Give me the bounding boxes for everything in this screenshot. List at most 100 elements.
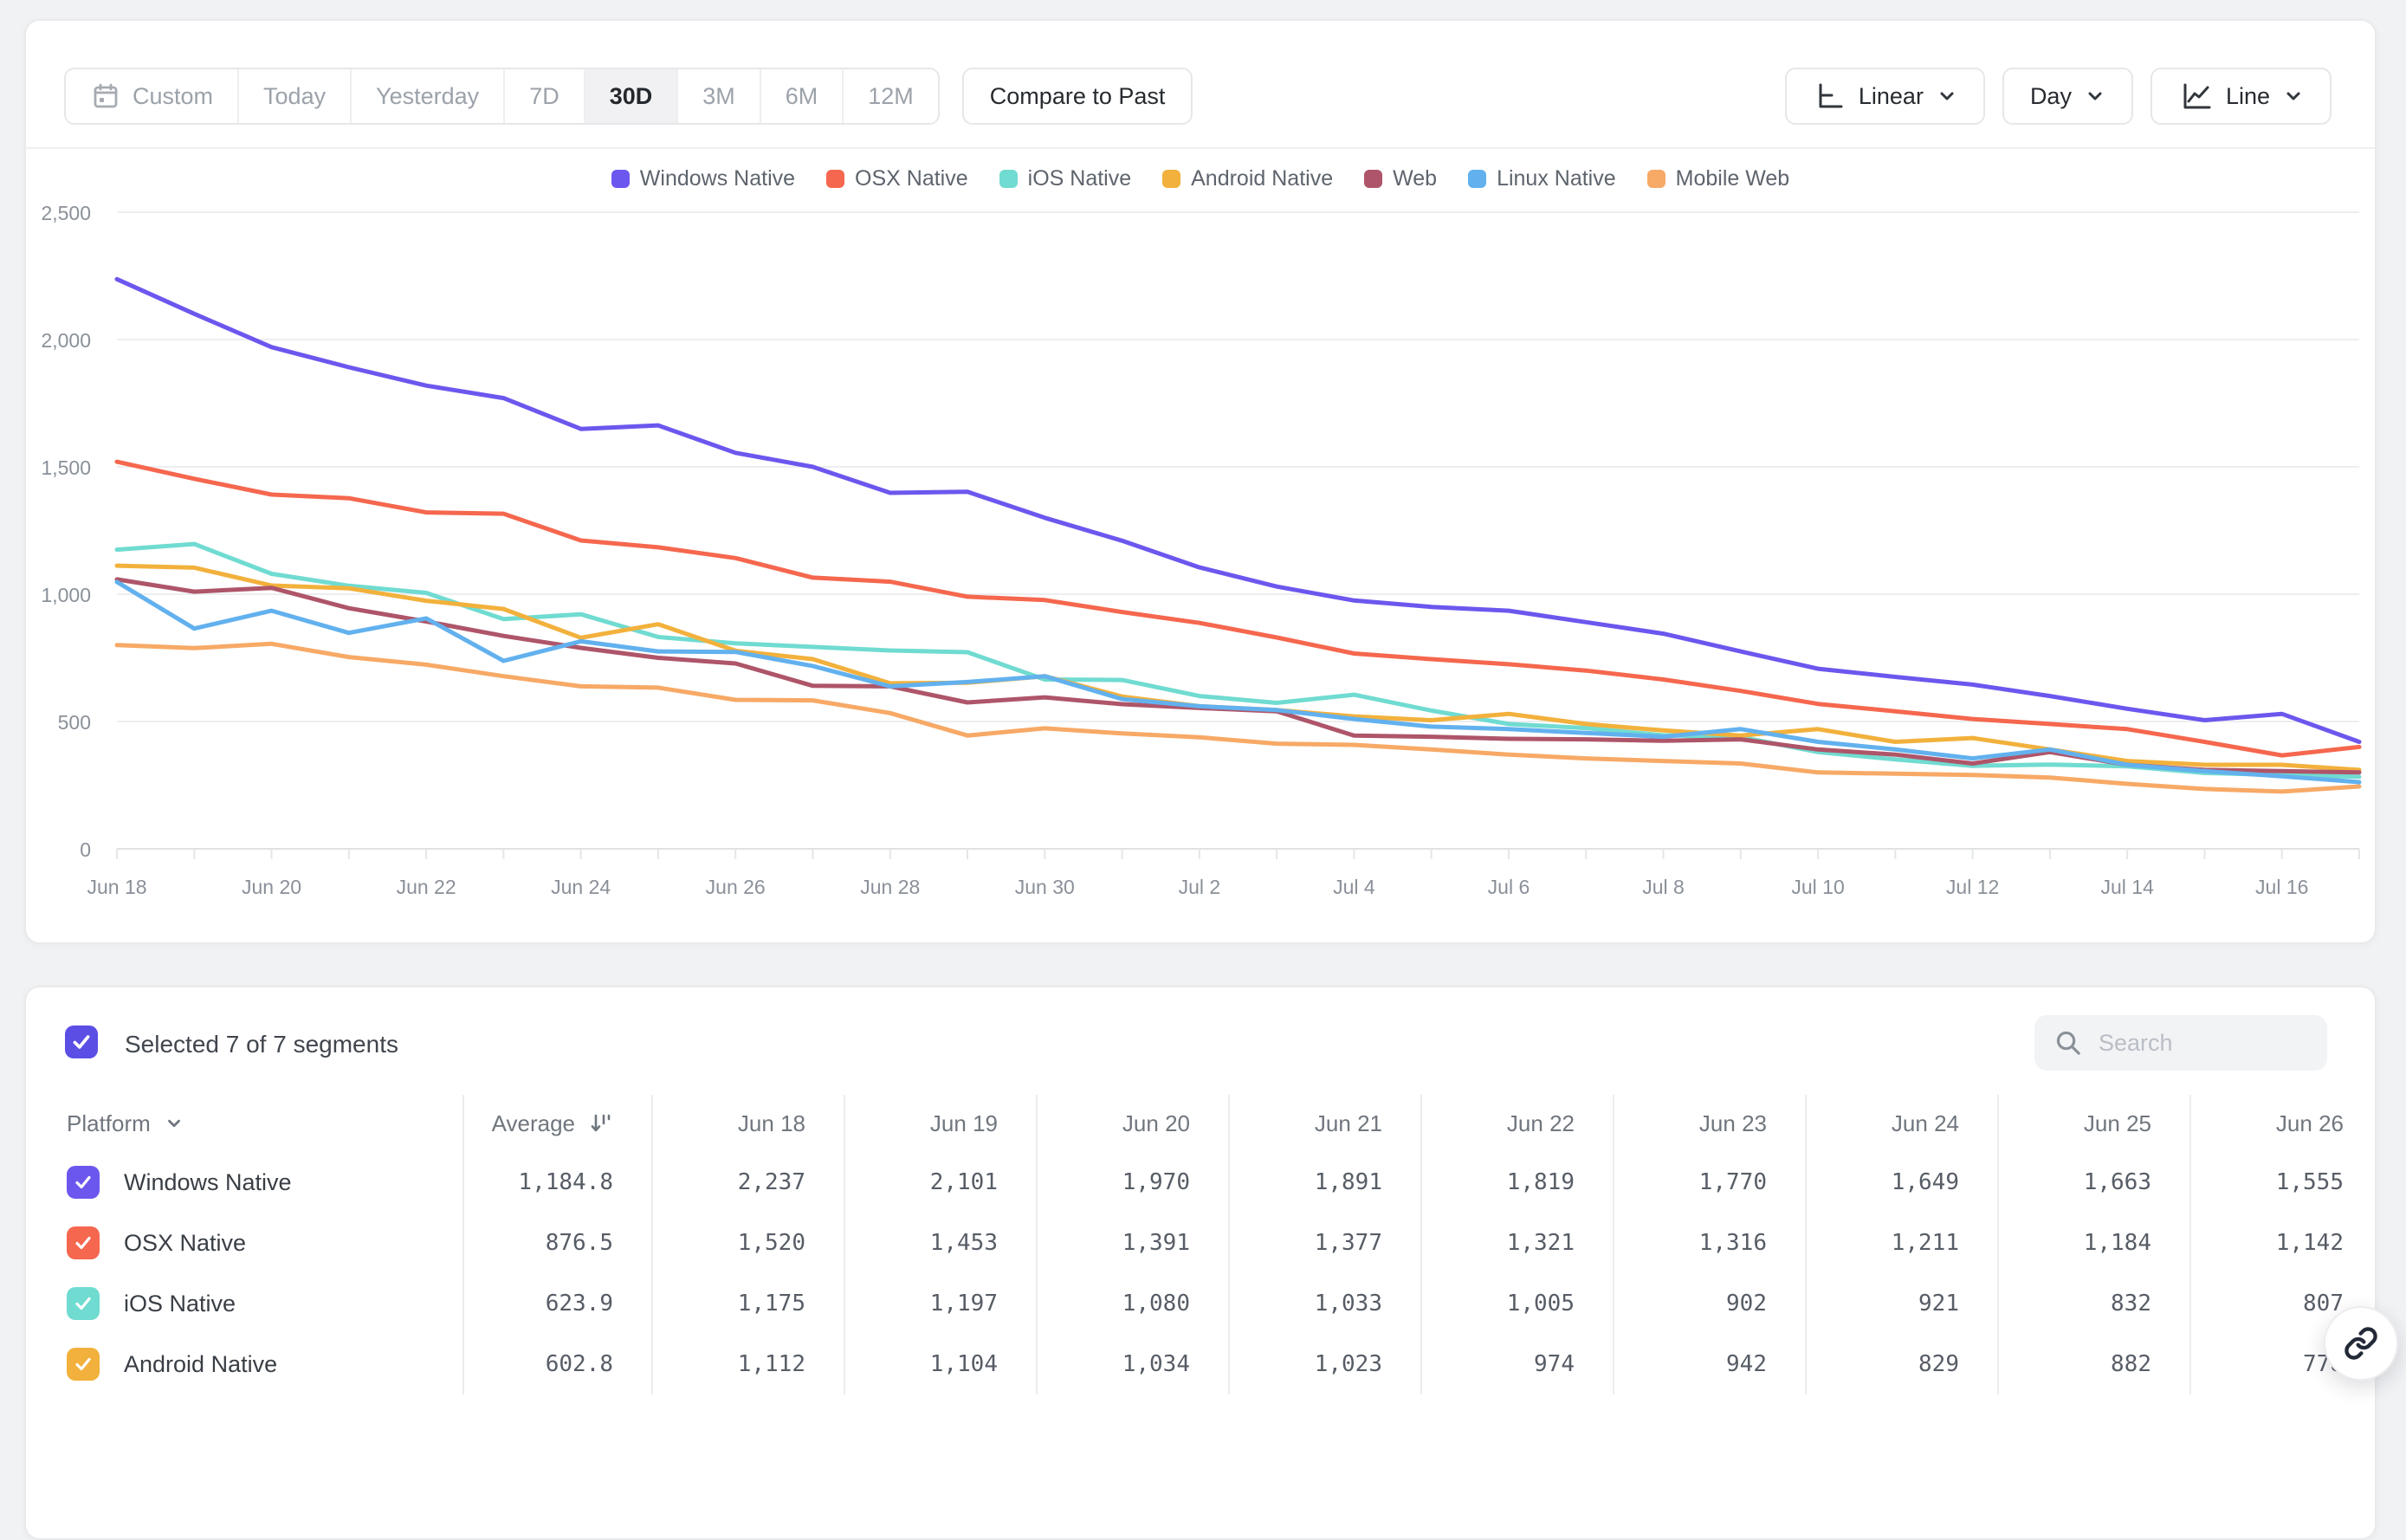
segment-name: Windows Native	[124, 1168, 292, 1195]
selected-segments-summary: Selected 7 of 7 segments	[125, 1031, 398, 1058]
range-7d[interactable]: 7D	[505, 69, 585, 123]
x-axis-tick-label: Jul 16	[2255, 876, 2308, 898]
x-axis-tick-label: Jun 18	[87, 876, 146, 898]
x-axis-tick-label: Jul 14	[2100, 876, 2154, 898]
segment-checkbox-android-native[interactable]	[67, 1348, 100, 1381]
check-icon	[73, 1035, 90, 1049]
segment-checkbox-ios-native[interactable]	[67, 1287, 100, 1320]
select-all-checkbox[interactable]	[65, 1026, 98, 1058]
segment-row-platform: iOS Native	[26, 1273, 462, 1334]
segment-day-value: 1,453	[844, 1213, 1036, 1273]
legend-swatch	[1468, 170, 1487, 188]
sort-descending-icon	[587, 1110, 613, 1136]
segment-average-value: 602.8	[462, 1334, 651, 1394]
link-icon	[2345, 1327, 2377, 1360]
range-label: Today	[263, 82, 327, 109]
date-column-header: Jun 24	[1805, 1095, 1997, 1152]
segment-day-value: 1,023	[1228, 1334, 1420, 1394]
segment-day-value: 1,891	[1228, 1152, 1420, 1213]
segments-search[interactable]	[2034, 1015, 2327, 1071]
segment-day-value: 1,316	[1613, 1213, 1805, 1273]
segment-day-value: 882	[1997, 1334, 2189, 1394]
search-input[interactable]	[2097, 1028, 2308, 1058]
range-3m[interactable]: 3M	[678, 69, 761, 123]
x-axis-tick-label: Jul 2	[1179, 876, 1221, 898]
series-line-linux-native	[114, 579, 2362, 785]
segment-checkbox-windows-native[interactable]	[67, 1166, 100, 1199]
chevron-down-icon	[2085, 86, 2105, 107]
check-icon	[75, 1175, 91, 1189]
range-30d[interactable]: 30D	[585, 69, 679, 123]
average-column-header[interactable]: Average	[462, 1095, 651, 1152]
range-today[interactable]: Today	[239, 69, 352, 123]
legend-item-mobile-web[interactable]: Mobile Web	[1646, 166, 1789, 191]
check-icon	[75, 1357, 91, 1371]
segment-day-value: 1,197	[844, 1273, 1036, 1334]
segment-row-platform: Windows Native	[26, 1152, 462, 1213]
search-icon	[2054, 1028, 2083, 1058]
toolbar-divider	[26, 147, 2375, 149]
x-axis-tick-label: Jul 4	[1333, 876, 1375, 898]
date-column-header: Jun 21	[1228, 1095, 1420, 1152]
chart-card: Custom Today Yesterday 7D 30D 3M 6M 12M Compare…	[24, 19, 2377, 944]
range-custom[interactable]: Custom	[66, 69, 240, 123]
x-axis-tick-label: Jun 24	[551, 876, 611, 898]
legend-item-osx-native[interactable]: OSX Native	[826, 166, 968, 191]
legend-item-ios-native[interactable]: iOS Native	[999, 166, 1131, 191]
segment-day-value: 1,649	[1805, 1152, 1997, 1213]
platform-column-header[interactable]: Platform	[26, 1095, 462, 1152]
legend-label: Windows Native	[639, 166, 796, 191]
segment-day-value: 1,377	[1228, 1213, 1420, 1273]
series-line-windows-native	[114, 276, 2362, 744]
segment-day-value: 1,034	[1036, 1334, 1228, 1394]
range-6m[interactable]: 6M	[760, 69, 844, 123]
range-12m[interactable]: 12M	[844, 69, 938, 123]
copy-link-button[interactable]	[2324, 1306, 2398, 1381]
range-label: 30D	[609, 82, 653, 109]
date-column-header: Jun 18	[651, 1095, 844, 1152]
legend-item-android-native[interactable]: Android Native	[1162, 166, 1333, 191]
segment-day-value: 1,970	[1036, 1152, 1228, 1213]
y-axis-tick-label: 500	[58, 711, 91, 734]
platform-header-label: Platform	[67, 1110, 151, 1136]
segments-card: Selected 7 of 7 segments Platform Average…	[24, 986, 2377, 1540]
chart-legend: Windows Native OSX Native iOS Native Androi…	[26, 166, 2375, 191]
date-column-header: Jun 25	[1997, 1095, 2189, 1152]
legend-item-web[interactable]: Web	[1364, 166, 1437, 191]
chart-options-group: Linear Day Line	[1784, 68, 2332, 125]
segment-day-value: 1,819	[1420, 1152, 1613, 1213]
x-axis-tick-label: Jun 22	[397, 876, 456, 898]
segment-day-value: 1,184	[1997, 1213, 2189, 1273]
date-range-group: Custom Today Yesterday 7D 30D 3M 6M 12M	[64, 68, 940, 125]
y-axis-tick-label: 0	[80, 838, 91, 861]
x-axis-tick-label: Jun 20	[242, 876, 301, 898]
line-chart-icon	[2178, 79, 2213, 113]
segment-day-value: 1,104	[844, 1334, 1036, 1394]
chevron-down-icon	[165, 1114, 184, 1133]
segment-day-value: 902	[1613, 1273, 1805, 1334]
segment-row-platform: Android Native	[26, 1334, 462, 1394]
granularity-dropdown[interactable]: Day	[2002, 68, 2133, 125]
legend-label: Web	[1393, 166, 1438, 191]
range-yesterday[interactable]: Yesterday	[352, 69, 506, 123]
legend-item-linux-native[interactable]: Linux Native	[1468, 166, 1616, 191]
series-line-ios-native	[114, 541, 2362, 780]
calendar-icon	[90, 81, 121, 112]
legend-label: Android Native	[1191, 166, 1334, 191]
chart-type-dropdown[interactable]: Line	[2150, 68, 2332, 125]
legend-item-windows-native[interactable]: Windows Native	[611, 166, 795, 191]
scale-dropdown[interactable]: Linear	[1784, 68, 1985, 125]
linear-axis-icon	[1813, 80, 1846, 113]
compare-to-past-button[interactable]: Compare to Past	[961, 68, 1193, 125]
segment-day-value: 1,112	[651, 1334, 844, 1394]
date-column-header: Jun 23	[1613, 1095, 1805, 1152]
chevron-down-icon	[1937, 86, 1957, 107]
x-axis-tick-label: Jun 28	[860, 876, 920, 898]
range-label: 12M	[868, 82, 914, 109]
y-axis-tick-label: 1,000	[41, 584, 91, 606]
range-label: 3M	[702, 82, 735, 109]
segment-day-value: 1,142	[2189, 1213, 2375, 1273]
x-axis-tick-label: Jul 10	[1791, 876, 1844, 898]
segment-checkbox-osx-native[interactable]	[67, 1226, 100, 1259]
legend-swatch	[1646, 170, 1665, 188]
